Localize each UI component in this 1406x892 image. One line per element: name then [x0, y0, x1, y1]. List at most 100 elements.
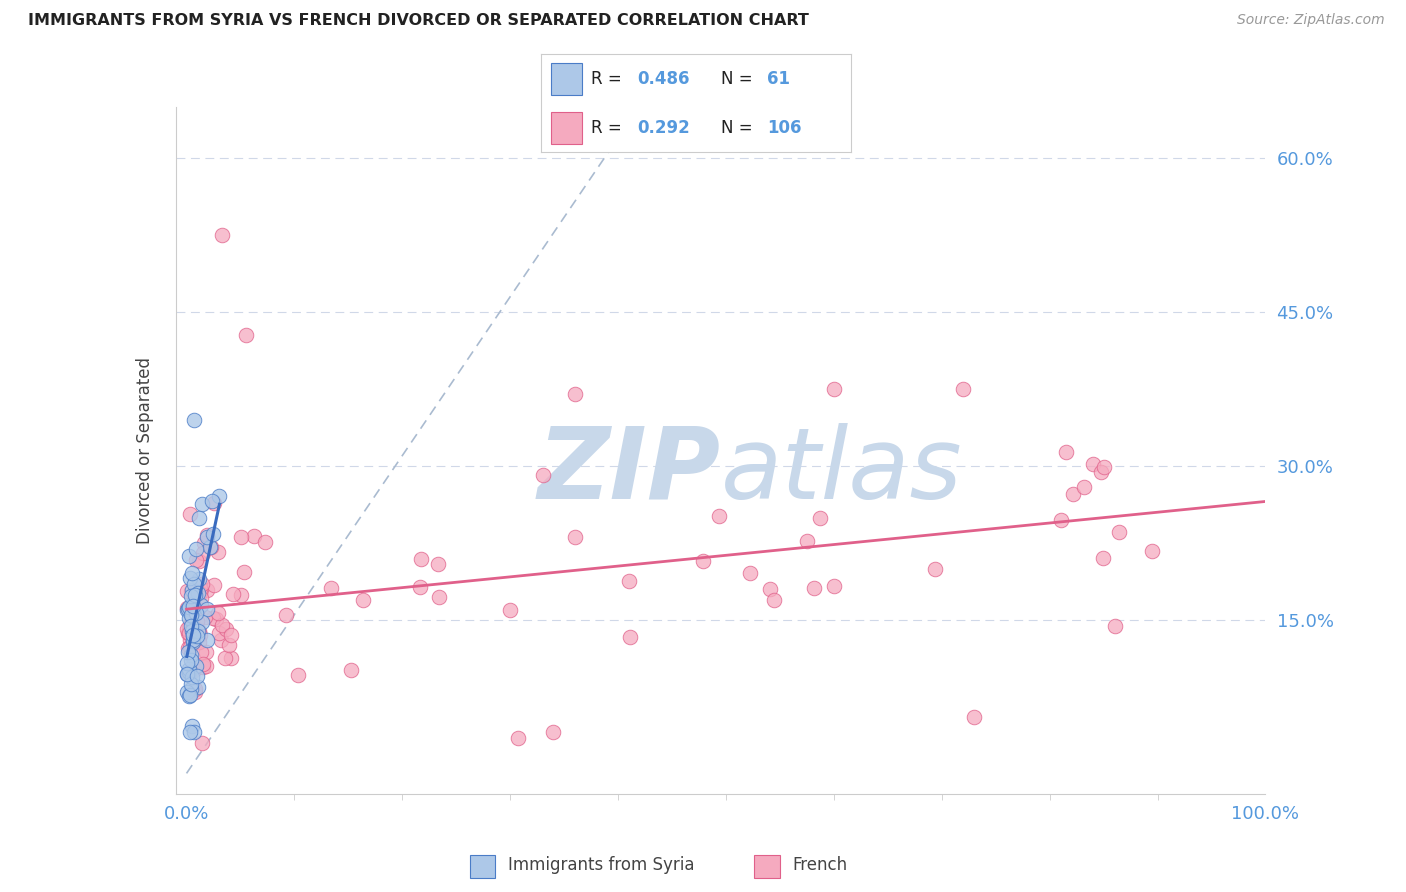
Point [181, 599, 204, 613]
Point [759, 582, 782, 596]
Point [187, 602, 209, 616]
Text: N =: N = [721, 120, 758, 137]
Point [190, 585, 212, 599]
Point [963, 710, 986, 724]
Point [617, 574, 640, 588]
Point [177, 662, 200, 676]
Point [187, 572, 209, 586]
Point [235, 327, 257, 342]
Text: R =: R = [591, 70, 627, 88]
Point [202, 495, 225, 509]
Bar [754, 855, 779, 878]
Point [808, 511, 831, 525]
Point [177, 640, 200, 655]
Point [180, 615, 202, 630]
Point [274, 608, 297, 623]
Point [564, 387, 586, 401]
Text: 106: 106 [768, 120, 801, 137]
Text: IMMIGRANTS FROM SYRIA VS FRENCH DIVORCED OR SEPARATED CORRELATION CHART: IMMIGRANTS FROM SYRIA VS FRENCH DIVORCED… [28, 13, 808, 29]
Point [179, 599, 201, 614]
Point [180, 619, 202, 633]
Point [211, 618, 233, 632]
Point [1104, 619, 1126, 633]
Point [218, 638, 240, 652]
Point [219, 628, 242, 642]
Point [232, 565, 254, 579]
Point [427, 591, 450, 605]
Point [188, 628, 211, 642]
Point [194, 610, 217, 624]
Point [191, 657, 214, 671]
Point [195, 633, 218, 648]
Point [186, 629, 208, 643]
Point [179, 640, 201, 654]
Point [181, 635, 204, 649]
Point [207, 607, 229, 621]
Point [1054, 445, 1077, 459]
Point [823, 579, 845, 593]
Point [181, 635, 204, 649]
Text: 0.292: 0.292 [637, 120, 690, 137]
Point [195, 601, 218, 615]
Bar [470, 855, 495, 878]
Point [181, 608, 204, 623]
Point [181, 618, 204, 632]
Point [319, 581, 342, 595]
Point [194, 645, 217, 659]
Point [181, 628, 204, 642]
Point [186, 615, 208, 629]
Point [179, 625, 201, 640]
Point [619, 631, 641, 645]
Point [180, 607, 202, 622]
Point [187, 624, 209, 638]
Point [179, 571, 201, 585]
Point [184, 606, 207, 620]
Point [179, 689, 201, 703]
Text: 0.486: 0.486 [637, 70, 690, 88]
Bar [551, 63, 582, 95]
Point [952, 382, 974, 396]
Point [177, 602, 200, 616]
Point [184, 553, 207, 567]
Point [176, 666, 198, 681]
Point [186, 669, 208, 683]
Point [183, 663, 205, 677]
Point [201, 493, 224, 508]
Point [181, 633, 204, 648]
Text: Immigrants from Syria: Immigrants from Syria [508, 856, 695, 874]
Point [202, 526, 225, 541]
Point [229, 530, 252, 544]
Point [183, 725, 205, 739]
Point [738, 566, 761, 580]
Point [352, 593, 374, 607]
Point [409, 551, 432, 566]
Point [287, 668, 309, 682]
Point [219, 651, 242, 665]
Point [200, 540, 222, 554]
Point [176, 666, 198, 681]
Text: R =: R = [591, 120, 627, 137]
Point [176, 622, 198, 636]
Point [207, 545, 229, 559]
Point [229, 588, 252, 602]
Point [190, 582, 212, 596]
Point [176, 603, 198, 617]
Point [543, 725, 565, 739]
Point [823, 382, 845, 396]
Point [180, 719, 202, 733]
Point [180, 670, 202, 684]
Point [191, 660, 214, 674]
Point [191, 615, 214, 629]
Point [187, 681, 209, 695]
Point [211, 228, 233, 243]
Point [803, 582, 825, 596]
Point [198, 541, 221, 555]
Point [214, 651, 236, 665]
Point [188, 511, 211, 525]
Point [176, 666, 198, 681]
Bar [551, 112, 582, 144]
Point [176, 583, 198, 598]
Point [709, 509, 731, 524]
Text: French: French [793, 856, 848, 874]
Point [184, 681, 207, 696]
